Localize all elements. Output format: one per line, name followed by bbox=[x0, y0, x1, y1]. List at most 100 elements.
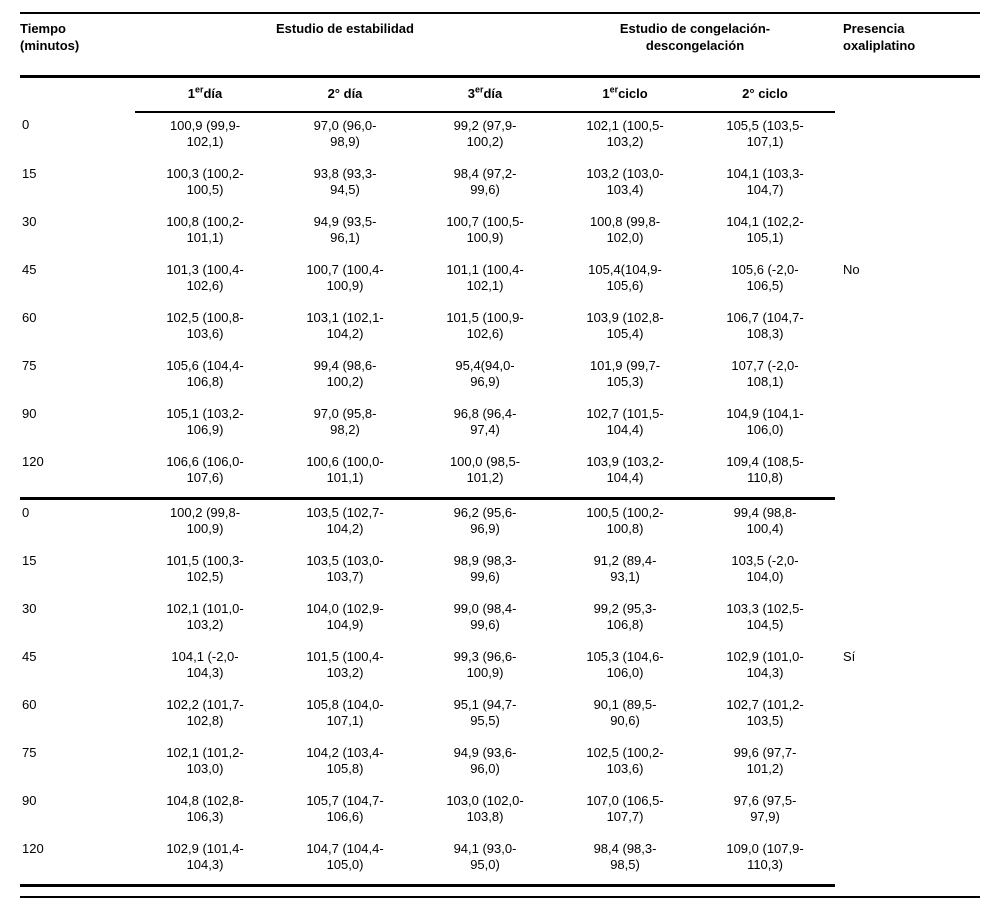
subheader-dia1-sup: er bbox=[194, 84, 204, 95]
value-line: 102,7 (101,5- bbox=[586, 406, 664, 421]
value-line: 100,5) bbox=[186, 182, 224, 197]
value-line: 99,2 (95,3- bbox=[593, 601, 657, 616]
value-cell: 94,1 (93,0- 95,0) bbox=[415, 836, 556, 887]
value-line: 102,1) bbox=[466, 278, 504, 293]
value-line: 102,7 (101,2- bbox=[726, 697, 804, 712]
value-cell: 99,2 (95,3- 106,8) bbox=[555, 596, 695, 644]
value-line: 98,2) bbox=[330, 422, 360, 437]
value-line: 101,5 (100,3- bbox=[166, 553, 244, 568]
value-line: 104,1 (103,3- bbox=[726, 166, 804, 181]
value-line: 104,2) bbox=[326, 326, 364, 341]
value-line: 102,6) bbox=[186, 278, 224, 293]
value-line: 97,9) bbox=[750, 809, 780, 824]
value-line: 106,7 (104,7- bbox=[726, 310, 804, 325]
header-row-groups: Tiempo (minutos) Estudio de estabilidad … bbox=[20, 14, 981, 78]
value-cell: 100,8 (100,2- 101,1) bbox=[135, 209, 275, 257]
value-line: 101,1) bbox=[186, 230, 224, 245]
subheader-ciclo2: 2° ciclo bbox=[695, 76, 836, 113]
value-cell: 99,6 (97,7- 101,2) bbox=[695, 740, 835, 788]
value-line: 98,5) bbox=[610, 857, 640, 872]
value-line: 105,6 (104,4- bbox=[166, 358, 244, 373]
group-header-estabilidad: Estudio de estabilidad bbox=[135, 14, 556, 78]
value-line: 100,7 (100,5- bbox=[446, 214, 524, 229]
subheader-ciclo2-num: 2° bbox=[742, 86, 759, 101]
value-line: 104,1 (102,2- bbox=[726, 214, 804, 229]
value-line: 104,3) bbox=[186, 857, 224, 872]
table-row: 60 102,5 (100,8- 103,6) 103,1 (102,1- 104,2)… bbox=[20, 305, 980, 353]
value-line: 100,9) bbox=[186, 521, 224, 536]
value-line: 90,6) bbox=[610, 713, 640, 728]
value-line: 103,1 (102,1- bbox=[306, 310, 384, 325]
value-cell: 109,0 (107,9- 110,3) bbox=[695, 836, 836, 887]
value-line: 94,1 (93,0- bbox=[453, 841, 517, 856]
value-cell: 105,5 (103,5- 107,1) bbox=[695, 112, 835, 161]
value-line: 100,8 (99,8- bbox=[589, 214, 661, 229]
value-line: 103,5 (-2,0- bbox=[731, 553, 799, 568]
value-cell: 107,0 (106,5- 107,7) bbox=[555, 788, 695, 836]
value-line: 100,2) bbox=[326, 374, 364, 389]
value-line: 100,9 (99,9- bbox=[169, 118, 241, 133]
table-body: 0 100,9 (99,9- 102,1) 97,0 (96,0- 98,9) 99,2 … bbox=[20, 112, 980, 887]
value-cell: 103,1 (102,1- 104,2) bbox=[275, 305, 415, 353]
table-row: 15 101,5 (100,3- 102,5) 103,5 (103,0- 103,7)… bbox=[20, 548, 980, 596]
value-line: 108,3) bbox=[746, 326, 784, 341]
value-cell: 104,0 (102,9- 104,9) bbox=[275, 596, 415, 644]
value-cell: 94,9 (93,5- 96,1) bbox=[275, 209, 415, 257]
value-cell: 103,5 (-2,0- 104,0) bbox=[695, 548, 835, 596]
value-line: 105,0) bbox=[326, 857, 364, 872]
value-line: 98,9) bbox=[330, 134, 360, 149]
time-cell: 60 bbox=[22, 310, 37, 325]
value-line: 100,3 (100,2- bbox=[166, 166, 244, 181]
value-line: 97,0 (96,0- bbox=[313, 118, 377, 133]
value-line: 107,0 (106,5- bbox=[586, 793, 664, 808]
col-header-presencia: Presencia oxaliplatino bbox=[835, 14, 981, 78]
value-line: 99,6) bbox=[470, 569, 500, 584]
value-line: 104,7) bbox=[746, 182, 784, 197]
value-line: 103,6) bbox=[606, 761, 644, 776]
value-line: 104,0) bbox=[746, 569, 784, 584]
table-row: 15 100,3 (100,2- 100,5) 93,8 (93,3- 94,5) 98,… bbox=[20, 161, 980, 209]
value-line: 104,9) bbox=[326, 617, 364, 632]
value-cell: 101,5 (100,9- 102,6) bbox=[415, 305, 555, 353]
value-line: 105,6) bbox=[606, 278, 644, 293]
value-line: 102,8) bbox=[186, 713, 224, 728]
value-line: 101,2) bbox=[746, 761, 784, 776]
time-cell: 75 bbox=[22, 358, 37, 373]
value-line: 101,5 (100,9- bbox=[446, 310, 524, 325]
value-cell: 102,5 (100,8- 103,6) bbox=[135, 305, 275, 353]
value-cell: 103,9 (103,2- 104,4) bbox=[555, 449, 696, 500]
value-line: 103,5) bbox=[746, 713, 784, 728]
value-line: 105,8) bbox=[326, 761, 364, 776]
value-line: 106,8) bbox=[606, 617, 644, 632]
value-line: 101,2) bbox=[466, 470, 504, 485]
value-line: 102,0) bbox=[606, 230, 644, 245]
value-cell: 103,9 (102,8- 105,4) bbox=[555, 305, 695, 353]
value-cell: 105,1 (103,2- 106,9) bbox=[135, 401, 275, 449]
value-line: 99,3 (96,6- bbox=[453, 649, 517, 664]
value-cell: 103,3 (102,5- 104,5) bbox=[695, 596, 835, 644]
value-line: 105,5 (103,5- bbox=[726, 118, 804, 133]
value-cell: 99,4 (98,6- 100,2) bbox=[275, 353, 415, 401]
value-line: 110,8) bbox=[747, 470, 783, 485]
value-line: 100,9) bbox=[466, 230, 504, 245]
value-line: 105,6 (-2,0- bbox=[731, 262, 799, 277]
time-cell: 120 bbox=[20, 449, 135, 500]
table-row: 45 104,1 (-2,0- 104,3) 101,5 (100,4- 103,2) 9… bbox=[20, 644, 980, 692]
value-line: 100,0 (98,5- bbox=[449, 454, 521, 469]
value-line: 104,1 (-2,0- bbox=[171, 649, 239, 664]
value-cell: 105,6 (104,4- 106,8) bbox=[135, 353, 275, 401]
value-line: 106,5) bbox=[746, 278, 784, 293]
value-cell: 105,7 (104,7- 106,6) bbox=[275, 788, 415, 836]
subheader-dia2-num: 2° bbox=[327, 86, 344, 101]
value-cell: 96,8 (96,4- 97,4) bbox=[415, 401, 555, 449]
value-line: 104,8 (102,8- bbox=[166, 793, 244, 808]
time-cell: 90 bbox=[22, 406, 37, 421]
value-line: 104,5) bbox=[746, 617, 784, 632]
value-cell: 106,6 (106,0- 107,6) bbox=[135, 449, 275, 500]
subheader-dia3-sup: er bbox=[474, 84, 484, 95]
value-cell: 103,0 (102,0- 103,8) bbox=[415, 788, 555, 836]
value-cell: 100,0 (98,5- 101,2) bbox=[415, 449, 556, 500]
value-line: 96,2 (95,6- bbox=[453, 505, 517, 520]
value-line: 97,4) bbox=[470, 422, 500, 437]
time-cell: 15 bbox=[22, 166, 37, 181]
